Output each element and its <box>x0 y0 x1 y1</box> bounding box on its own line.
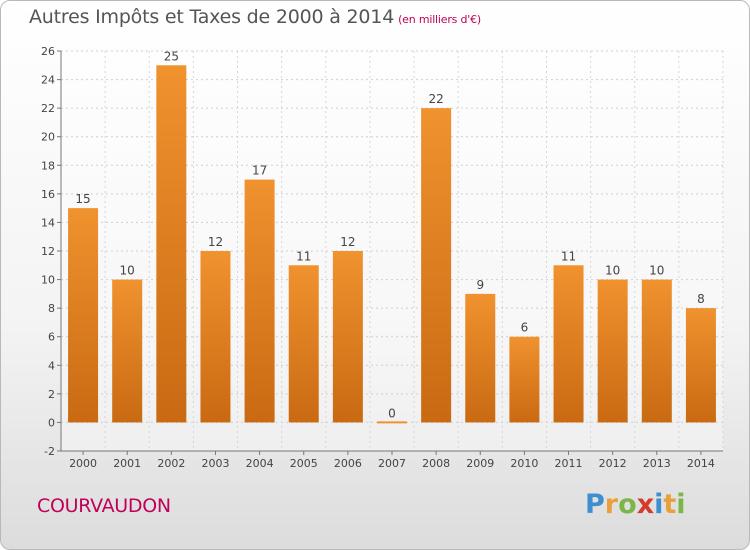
x-tick-label-2008: 2008 <box>422 457 450 470</box>
x-tick-label-2000: 2000 <box>69 457 97 470</box>
x-tick-label-2009: 2009 <box>466 457 494 470</box>
y-tick-label: 22 <box>41 102 55 115</box>
data-label-2003: 12 <box>208 235 223 249</box>
y-tick-label: 12 <box>41 245 55 258</box>
y-tick-label: 14 <box>41 216 55 229</box>
bar-2011 <box>553 265 584 423</box>
x-tick-label-2002: 2002 <box>157 457 185 470</box>
data-label-2006: 12 <box>340 235 355 249</box>
x-tick-label-2001: 2001 <box>113 457 141 470</box>
bar-2010 <box>509 336 540 423</box>
logo-letter: o <box>618 489 637 520</box>
data-label-2012: 10 <box>605 264 620 278</box>
bar-2004 <box>244 179 275 423</box>
bar-2005 <box>288 265 319 423</box>
bar-2013 <box>641 279 672 423</box>
data-label-2000: 15 <box>75 192 90 206</box>
y-tick-label: 24 <box>41 74 55 87</box>
data-label-2008: 22 <box>428 92 443 106</box>
data-label-2013: 10 <box>649 264 664 278</box>
x-tick-label-2010: 2010 <box>510 457 538 470</box>
logo-letter: P <box>585 489 605 520</box>
logo-letter: t <box>663 489 677 520</box>
x-tick-label-2006: 2006 <box>334 457 362 470</box>
y-tick-label: -2 <box>44 445 55 458</box>
x-tick-label-2013: 2013 <box>643 457 671 470</box>
bar-2014 <box>685 308 716 423</box>
data-label-2009: 9 <box>476 278 484 292</box>
data-label-2011: 11 <box>561 249 576 263</box>
data-label-2004: 17 <box>252 164 267 178</box>
data-label-2001: 10 <box>120 264 135 278</box>
y-tick-label: 6 <box>48 331 55 344</box>
x-tick-label-2005: 2005 <box>290 457 318 470</box>
x-tick-label-2004: 2004 <box>246 457 274 470</box>
data-label-2005: 11 <box>296 249 311 263</box>
bar-2008 <box>421 108 452 423</box>
bar-2003 <box>200 251 231 423</box>
logo-letter: x <box>636 489 655 520</box>
proxiti-logo: Proxiti <box>585 489 686 520</box>
x-tick-label-2003: 2003 <box>201 457 229 470</box>
chart-title: Autres Impôts et Taxes de 2000 à 2014 (en… <box>29 6 481 28</box>
y-tick-label: 20 <box>41 131 55 144</box>
y-tick-label: 4 <box>48 359 55 372</box>
data-label-2014: 8 <box>697 292 705 306</box>
data-label-2002: 25 <box>164 49 179 63</box>
y-tick-label: 26 <box>41 45 55 58</box>
logo-letter: i <box>676 489 686 520</box>
y-tick-label: 16 <box>41 188 55 201</box>
bar-2012 <box>597 279 628 423</box>
bar-2006 <box>332 251 363 423</box>
city-name: COURVAUDON <box>37 495 171 517</box>
logo-letter: i <box>654 489 664 520</box>
x-tick-label-2012: 2012 <box>599 457 627 470</box>
y-tick-label: 0 <box>48 416 55 429</box>
x-tick-label-2007: 2007 <box>378 457 406 470</box>
chart-title-text: Autres Impôts et Taxes de 2000 à 2014 <box>29 6 395 28</box>
data-label-2010: 6 <box>521 321 529 335</box>
bar-2002 <box>156 65 187 423</box>
bar-2000 <box>68 208 99 423</box>
logo-letter: r <box>604 489 619 520</box>
x-tick-label-2011: 2011 <box>555 457 583 470</box>
x-tick-label-2014: 2014 <box>687 457 715 470</box>
y-tick-label: 2 <box>48 388 55 401</box>
data-label-2007: 0 <box>388 406 396 420</box>
chart-unit: (en milliers d'€) <box>398 13 481 26</box>
y-tick-label: 8 <box>48 302 55 315</box>
bar-2001 <box>112 279 143 423</box>
bar-2009 <box>465 293 496 423</box>
y-tick-label: 18 <box>41 159 55 172</box>
y-tick-label: 10 <box>41 274 55 287</box>
